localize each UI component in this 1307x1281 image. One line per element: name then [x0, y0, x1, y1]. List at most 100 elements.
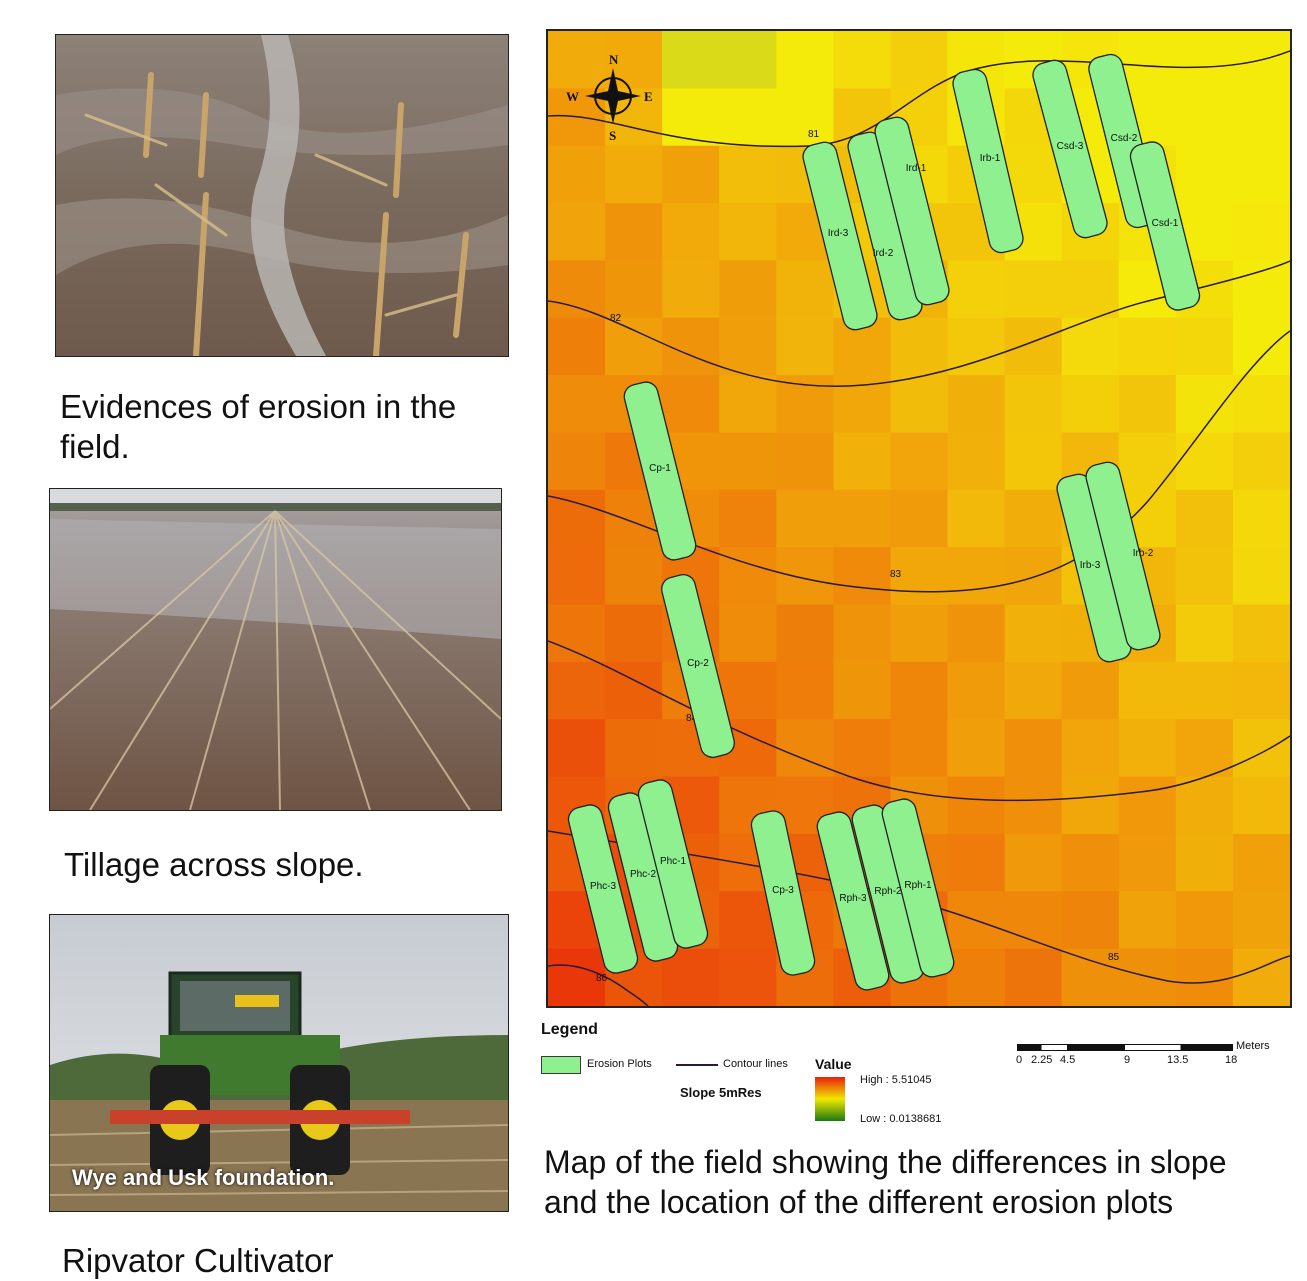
tractor-photo: Wye and Usk foundation.: [49, 914, 509, 1212]
slope-cell: [605, 604, 663, 663]
plot-cp-2-label: Cp-2: [687, 658, 709, 669]
scale-tick: 13.5: [1167, 1054, 1189, 1066]
plot-phc-3: [567, 804, 639, 974]
erosion-photo: [55, 34, 509, 357]
slope-cell: [548, 375, 606, 434]
slope-cell: [662, 145, 720, 204]
slope-cell: [890, 661, 949, 720]
slope-cell: [833, 604, 892, 663]
slope-cell: [1232, 317, 1290, 376]
contour-line: [548, 830, 1290, 984]
scale-tick: 4.5: [1060, 1054, 1076, 1066]
slope-cell: [548, 317, 606, 376]
slope-cell: [662, 948, 720, 1006]
slope-cell: [605, 547, 663, 606]
plot-cp-3-label: Cp-3: [772, 885, 794, 896]
contour-label: 83: [890, 569, 902, 580]
plot-irb-3-label: Irb-3: [1080, 560, 1101, 571]
slope-cell: [1061, 776, 1120, 835]
slope-cell: [1061, 375, 1120, 434]
slope-cell: [1004, 375, 1063, 434]
slope-cell: [1232, 604, 1290, 663]
slope-cell: [1118, 432, 1177, 491]
slope-cell: [776, 604, 834, 663]
legend-low: Low : 0.0138681: [860, 1113, 942, 1125]
legend-layer-name: Slope 5mRes: [680, 1085, 762, 1100]
legend-color-ramp: [815, 1077, 845, 1121]
slope-cell: [1175, 88, 1234, 147]
map-caption: Map of the field showing the differences…: [544, 1144, 1227, 1220]
slope-cell: [1118, 375, 1177, 434]
slope-cell: [833, 547, 892, 606]
slope-cell: [1232, 432, 1290, 491]
contour-line: [548, 964, 649, 1006]
slope-cell: [719, 203, 777, 262]
slope-cell: [548, 719, 606, 778]
contour-label: 85: [1108, 952, 1120, 963]
slope-cell: [947, 375, 1006, 434]
slope-cell: [662, 203, 720, 262]
slope-cell: [833, 31, 892, 89]
plot-rph-1: [881, 798, 955, 978]
slope-cell: [947, 661, 1006, 720]
plot-cp-1-label: Cp-1: [649, 463, 671, 474]
plot-rph-3-label: Rph-3: [839, 893, 867, 904]
slope-cell: [548, 604, 606, 663]
scale-tick: 9: [1124, 1054, 1131, 1066]
scale-bar: [1017, 1044, 1233, 1051]
contour-line: [548, 50, 1290, 148]
plot-csd-3: [1032, 59, 1108, 239]
slope-cell: [947, 547, 1006, 606]
slope-cell: [1004, 547, 1063, 606]
slope-cell: [1061, 948, 1120, 1006]
tillage-caption: Tillage across slope.: [64, 846, 364, 883]
slope-cell: [1118, 719, 1177, 778]
slope-cell: [776, 719, 834, 778]
tillage-photo: [49, 488, 502, 811]
plot-ird-3: [802, 141, 878, 331]
slope-cell: [719, 604, 777, 663]
slope-cell: [1061, 719, 1120, 778]
slope-cell: [719, 375, 777, 434]
slope-cell: [548, 260, 606, 319]
scale-tick: 2.25: [1031, 1054, 1053, 1066]
slope-cell: [548, 145, 606, 204]
slope-cell: [1004, 604, 1063, 663]
slope-cell: [548, 661, 606, 720]
slope-cell: [776, 489, 834, 548]
slope-cell: [719, 661, 777, 720]
slope-cell: [662, 88, 720, 147]
erosion-caption: Evidences of erosion in the field.: [60, 388, 457, 465]
legend-high: High : 5.51045: [860, 1074, 932, 1086]
slope-cell: [1061, 317, 1120, 376]
contour-label: 82: [610, 313, 622, 324]
compass-w: W: [566, 89, 579, 104]
plot-ird-3-label: Ird-3: [828, 228, 849, 239]
slope-cell: [1004, 145, 1063, 204]
slope-cell: [719, 317, 777, 376]
plot-rph-1-label: Rph-1: [904, 880, 932, 891]
slope-cell: [1004, 317, 1063, 376]
plot-phc-1-label: Phc-1: [660, 856, 687, 867]
slope-cell: [890, 547, 949, 606]
slope-cell: [776, 375, 834, 434]
slope-cell: [890, 432, 949, 491]
slope-cell: [719, 948, 777, 1006]
compass-s: S: [609, 128, 616, 143]
slope-cell: [1232, 776, 1290, 835]
slope-cell: [1175, 375, 1234, 434]
slope-cell: [662, 31, 777, 89]
plot-irb-2-label: Irb-2: [1133, 548, 1154, 559]
plot-irb-1-label: Irb-1: [980, 153, 1001, 164]
slope-cell: [1004, 891, 1063, 950]
slope-cell: [548, 203, 606, 262]
slope-cell: [719, 145, 777, 204]
plot-ird-2-label: Ird-2: [873, 248, 894, 259]
contour-line: [548, 260, 1290, 387]
slope-cell: [776, 260, 834, 319]
slope-cell: [1118, 776, 1177, 835]
slope-cell: [1118, 661, 1177, 720]
legend-contour-lines: Contour lines: [723, 1058, 788, 1070]
slope-cell: [1232, 489, 1290, 548]
slope-cell: [947, 719, 1006, 778]
